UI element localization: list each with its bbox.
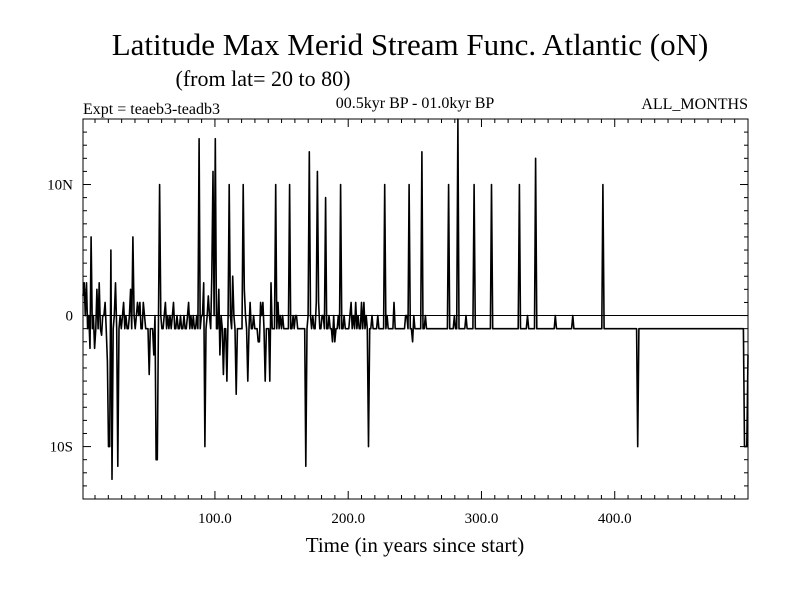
y-tick-label: 0 <box>66 309 74 325</box>
chart-subtitle: (from lat= 20 to 80) <box>176 66 351 91</box>
expt-label: Expt = teaeb3-teadb3 <box>83 101 220 118</box>
plot-area <box>82 118 749 500</box>
x-tick-label: 100.0 <box>198 511 232 527</box>
minor-ticks <box>83 119 748 499</box>
x-tick-label: 400.0 <box>598 511 632 527</box>
y-tick-label: 10S <box>50 440 73 456</box>
months-label: ALL_MONTHS <box>641 96 748 113</box>
x-tick-label: 200.0 <box>331 511 365 527</box>
y-tick-labels: 10N 0 10S <box>47 178 73 456</box>
series-line <box>82 118 749 481</box>
x-tick-label: 300.0 <box>465 511 499 527</box>
major-ticks <box>83 119 748 499</box>
chart-title: Latitude Max Merid Stream Func. Atlantic… <box>112 27 709 62</box>
x-axis-label: Time (in years since start) <box>306 533 525 557</box>
y-tick-label: 10N <box>47 178 73 194</box>
x-tick-labels: 100.0 200.0 300.0 400.0 <box>198 511 632 527</box>
plot-frame <box>82 118 749 500</box>
period-label: 00.5kyr BP - 01.0kyr BP <box>336 95 495 112</box>
